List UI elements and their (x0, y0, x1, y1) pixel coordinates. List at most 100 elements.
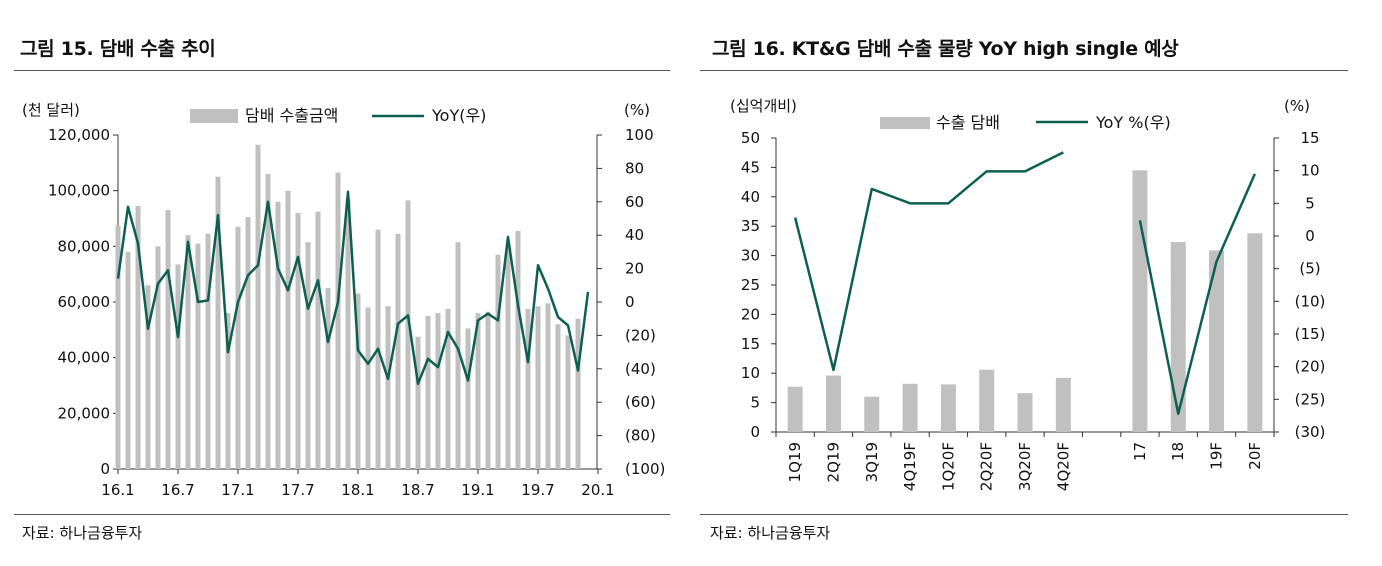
right-y-tick-label: 100 (625, 126, 654, 144)
export-bar (195, 243, 201, 469)
yoy-line (1138, 173, 1256, 415)
export-bar (165, 210, 171, 469)
export-bar (535, 306, 541, 469)
left-y-tick-label: 100,000 (48, 182, 110, 200)
export-bar (335, 172, 341, 469)
x-category-label: 4Q20F (1054, 442, 1072, 491)
x-category-label: 20F (1246, 442, 1264, 470)
right-y-tick-label: (5) (1299, 260, 1320, 278)
right-y-tick-label: (10) (1295, 292, 1326, 310)
x-category-label: 1Q20F (939, 442, 957, 491)
export-bar (255, 144, 261, 469)
left-y-tick-label: 15 (741, 335, 760, 353)
left-source-text: 자료: 하나금융투자 (22, 524, 143, 542)
export-bar (405, 200, 411, 470)
right-y-tick-label: (30) (1295, 423, 1326, 441)
export-bar (265, 173, 271, 469)
export-bar (325, 288, 331, 469)
right-y-tick-label: 80 (625, 159, 644, 177)
x-category-label: 19F (1208, 442, 1226, 470)
left-y-tick-label: 120,000 (48, 126, 110, 144)
export-bar (902, 383, 918, 432)
left-source-rule (14, 514, 670, 515)
left-y-tick-label: 35 (741, 217, 760, 235)
right-y-tick-label: 0 (625, 293, 635, 311)
left-chart: 0 20,000 40,000 60,000 80,000 100,000 120,000 (… (22, 101, 665, 499)
left-y-tick-label: 40 (741, 188, 760, 206)
export-bar (125, 251, 131, 469)
x-category-label: 1Q19 (786, 442, 804, 482)
export-bar (465, 328, 471, 469)
export-bar (1247, 233, 1263, 432)
export-bar (215, 176, 221, 469)
export-bar (545, 303, 551, 469)
export-bar (435, 313, 441, 469)
right-y-tick-label: 0 (1305, 227, 1315, 245)
left-y-tick-label: 40,000 (58, 349, 111, 367)
left-y-tick-label: 80,000 (58, 237, 111, 255)
export-bar (475, 313, 481, 469)
right-y-tick-label: (60) (625, 393, 656, 411)
export-bar (1055, 377, 1071, 432)
export-bar (155, 246, 161, 469)
export-bar (515, 231, 521, 469)
left-y-tick-label: 10 (741, 364, 760, 382)
left-y-unit: (십억개비) (730, 97, 797, 115)
export-bar (305, 242, 311, 469)
export-bar (295, 212, 301, 469)
left-y-tick-label: 50 (741, 129, 760, 147)
legend-line-label: YoY(우) (431, 106, 486, 125)
legend-bar-label: 수출 담배 (936, 113, 1000, 132)
yoy-line (793, 151, 1064, 372)
x-tick-label: 16.1 (101, 481, 134, 499)
x-tick-label: 18.1 (341, 481, 374, 499)
right-y-tick-label: (20) (625, 326, 656, 344)
left-title-rule (14, 70, 670, 71)
export-bar (415, 336, 421, 469)
export-bar (575, 318, 581, 469)
export-bar (345, 199, 351, 469)
left-y-unit: (천 달러) (22, 101, 80, 119)
x-category-label: 2Q19 (824, 442, 842, 482)
export-bar (864, 396, 880, 432)
export-bar (555, 324, 561, 469)
export-bar (315, 211, 321, 469)
right-y-tick-label: 60 (625, 193, 644, 211)
export-bar (425, 315, 431, 469)
right-figure-title: 그림 16. KT&G 담배 수출 물량 YoY high single 예상 (712, 38, 1179, 60)
right-figure-panel: 그림 16. KT&G 담배 수출 물량 YoY high single 예상 … (700, 0, 1382, 566)
right-chart: 05101520253035404550(30)(25)(20)(15)(10)… (730, 97, 1326, 491)
x-category-label: 2Q20F (978, 442, 996, 491)
left-figure-panel: 그림 15. 담배 수출 추이 0 20,000 40,000 60,000 80,00… (0, 0, 680, 566)
export-bar (135, 205, 141, 469)
right-y-tick-label: (80) (625, 427, 656, 445)
x-category-label: 18 (1169, 442, 1187, 461)
x-category-label: 3Q19 (863, 442, 881, 482)
right-source-text: 자료: 하나금융투자 (710, 524, 831, 542)
export-bar (145, 285, 151, 469)
x-tick-label: 19.1 (461, 481, 494, 499)
right-y-tick-label: (100) (625, 460, 665, 478)
export-bar (455, 242, 461, 469)
yoy-line (116, 190, 590, 386)
x-tick-label: 19.7 (521, 481, 554, 499)
x-tick-label: 18.7 (401, 481, 434, 499)
right-y-tick-label: 15 (1300, 129, 1319, 147)
export-bar (787, 386, 803, 432)
left-figure-title: 그림 15. 담배 수출 추이 (20, 38, 216, 60)
x-category-label: 17 (1131, 442, 1149, 461)
right-title-rule (700, 70, 1348, 71)
export-bar (175, 264, 181, 469)
export-bar (395, 233, 401, 469)
right-y-tick-label: (25) (1295, 390, 1326, 408)
export-bar (525, 308, 531, 469)
export-bar (505, 244, 511, 469)
export-bar (445, 308, 451, 469)
left-y-tick-label: 0 (750, 423, 760, 441)
export-bar (1209, 250, 1225, 432)
export-bar (385, 306, 391, 469)
right-y-unit: (%) (1284, 97, 1310, 115)
export-bar (485, 311, 491, 469)
legend-bar-label: 담배 수출금액 (245, 106, 338, 125)
right-y-unit: (%) (624, 101, 650, 119)
